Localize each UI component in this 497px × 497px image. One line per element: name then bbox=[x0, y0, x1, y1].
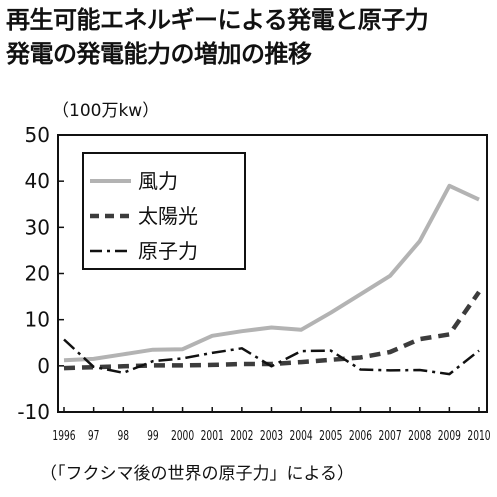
x-tick-label: 2006 bbox=[349, 428, 372, 444]
chart-title-line1: 再生可能エネルギーによる発電と原子力 bbox=[6, 6, 429, 34]
y-tick-label: 20 bbox=[25, 262, 50, 286]
series-line-0 bbox=[63, 183, 480, 363]
series-lines bbox=[63, 183, 481, 376]
y-tick-label: 0 bbox=[37, 354, 50, 378]
source-note: （「フクシマ後の世界の原子力」による） bbox=[40, 464, 354, 484]
y-tick-label: 40 bbox=[25, 169, 50, 193]
x-tick-label: 99 bbox=[147, 428, 159, 444]
x-tick-label: 2009 bbox=[438, 428, 461, 444]
series-line-2 bbox=[63, 338, 480, 376]
legend-label-2: 原子力 bbox=[138, 239, 198, 263]
legend-label-1: 太陽光 bbox=[138, 204, 198, 228]
x-tick-label: 98 bbox=[117, 428, 129, 444]
x-tick-label: 2004 bbox=[290, 428, 313, 444]
x-tick-label: 2002 bbox=[230, 428, 253, 444]
y-tick-label: 50 bbox=[25, 123, 50, 147]
x-tick-label: 2007 bbox=[378, 428, 401, 444]
series-line-1 bbox=[63, 290, 481, 371]
x-tick-label: 2005 bbox=[319, 428, 342, 444]
y-tick-label: 10 bbox=[25, 308, 50, 332]
x-tick-label: 2003 bbox=[260, 428, 283, 444]
x-tick-label: 2008 bbox=[408, 428, 431, 444]
y-tick-label: 30 bbox=[25, 215, 50, 239]
chart-title-line2: 発電の発電能力の増加の推移 bbox=[6, 40, 312, 68]
legend-label-0: 風力 bbox=[138, 169, 178, 193]
y-tick-label: -10 bbox=[17, 400, 50, 424]
y-axis-unit-label: （100万kw） bbox=[52, 101, 160, 121]
axis-ticks: -10 0 10 20 30 40 50 1996 97 98 99 2000 2001 2002 2003… bbox=[17, 123, 490, 443]
x-tick-label: 2001 bbox=[201, 428, 224, 444]
x-tick-label: 2010 bbox=[467, 428, 490, 444]
x-tick-label: 1996 bbox=[52, 428, 75, 444]
x-tick-label: 97 bbox=[88, 428, 100, 444]
legend-box bbox=[82, 152, 246, 270]
x-tick-label: 2000 bbox=[171, 428, 194, 444]
